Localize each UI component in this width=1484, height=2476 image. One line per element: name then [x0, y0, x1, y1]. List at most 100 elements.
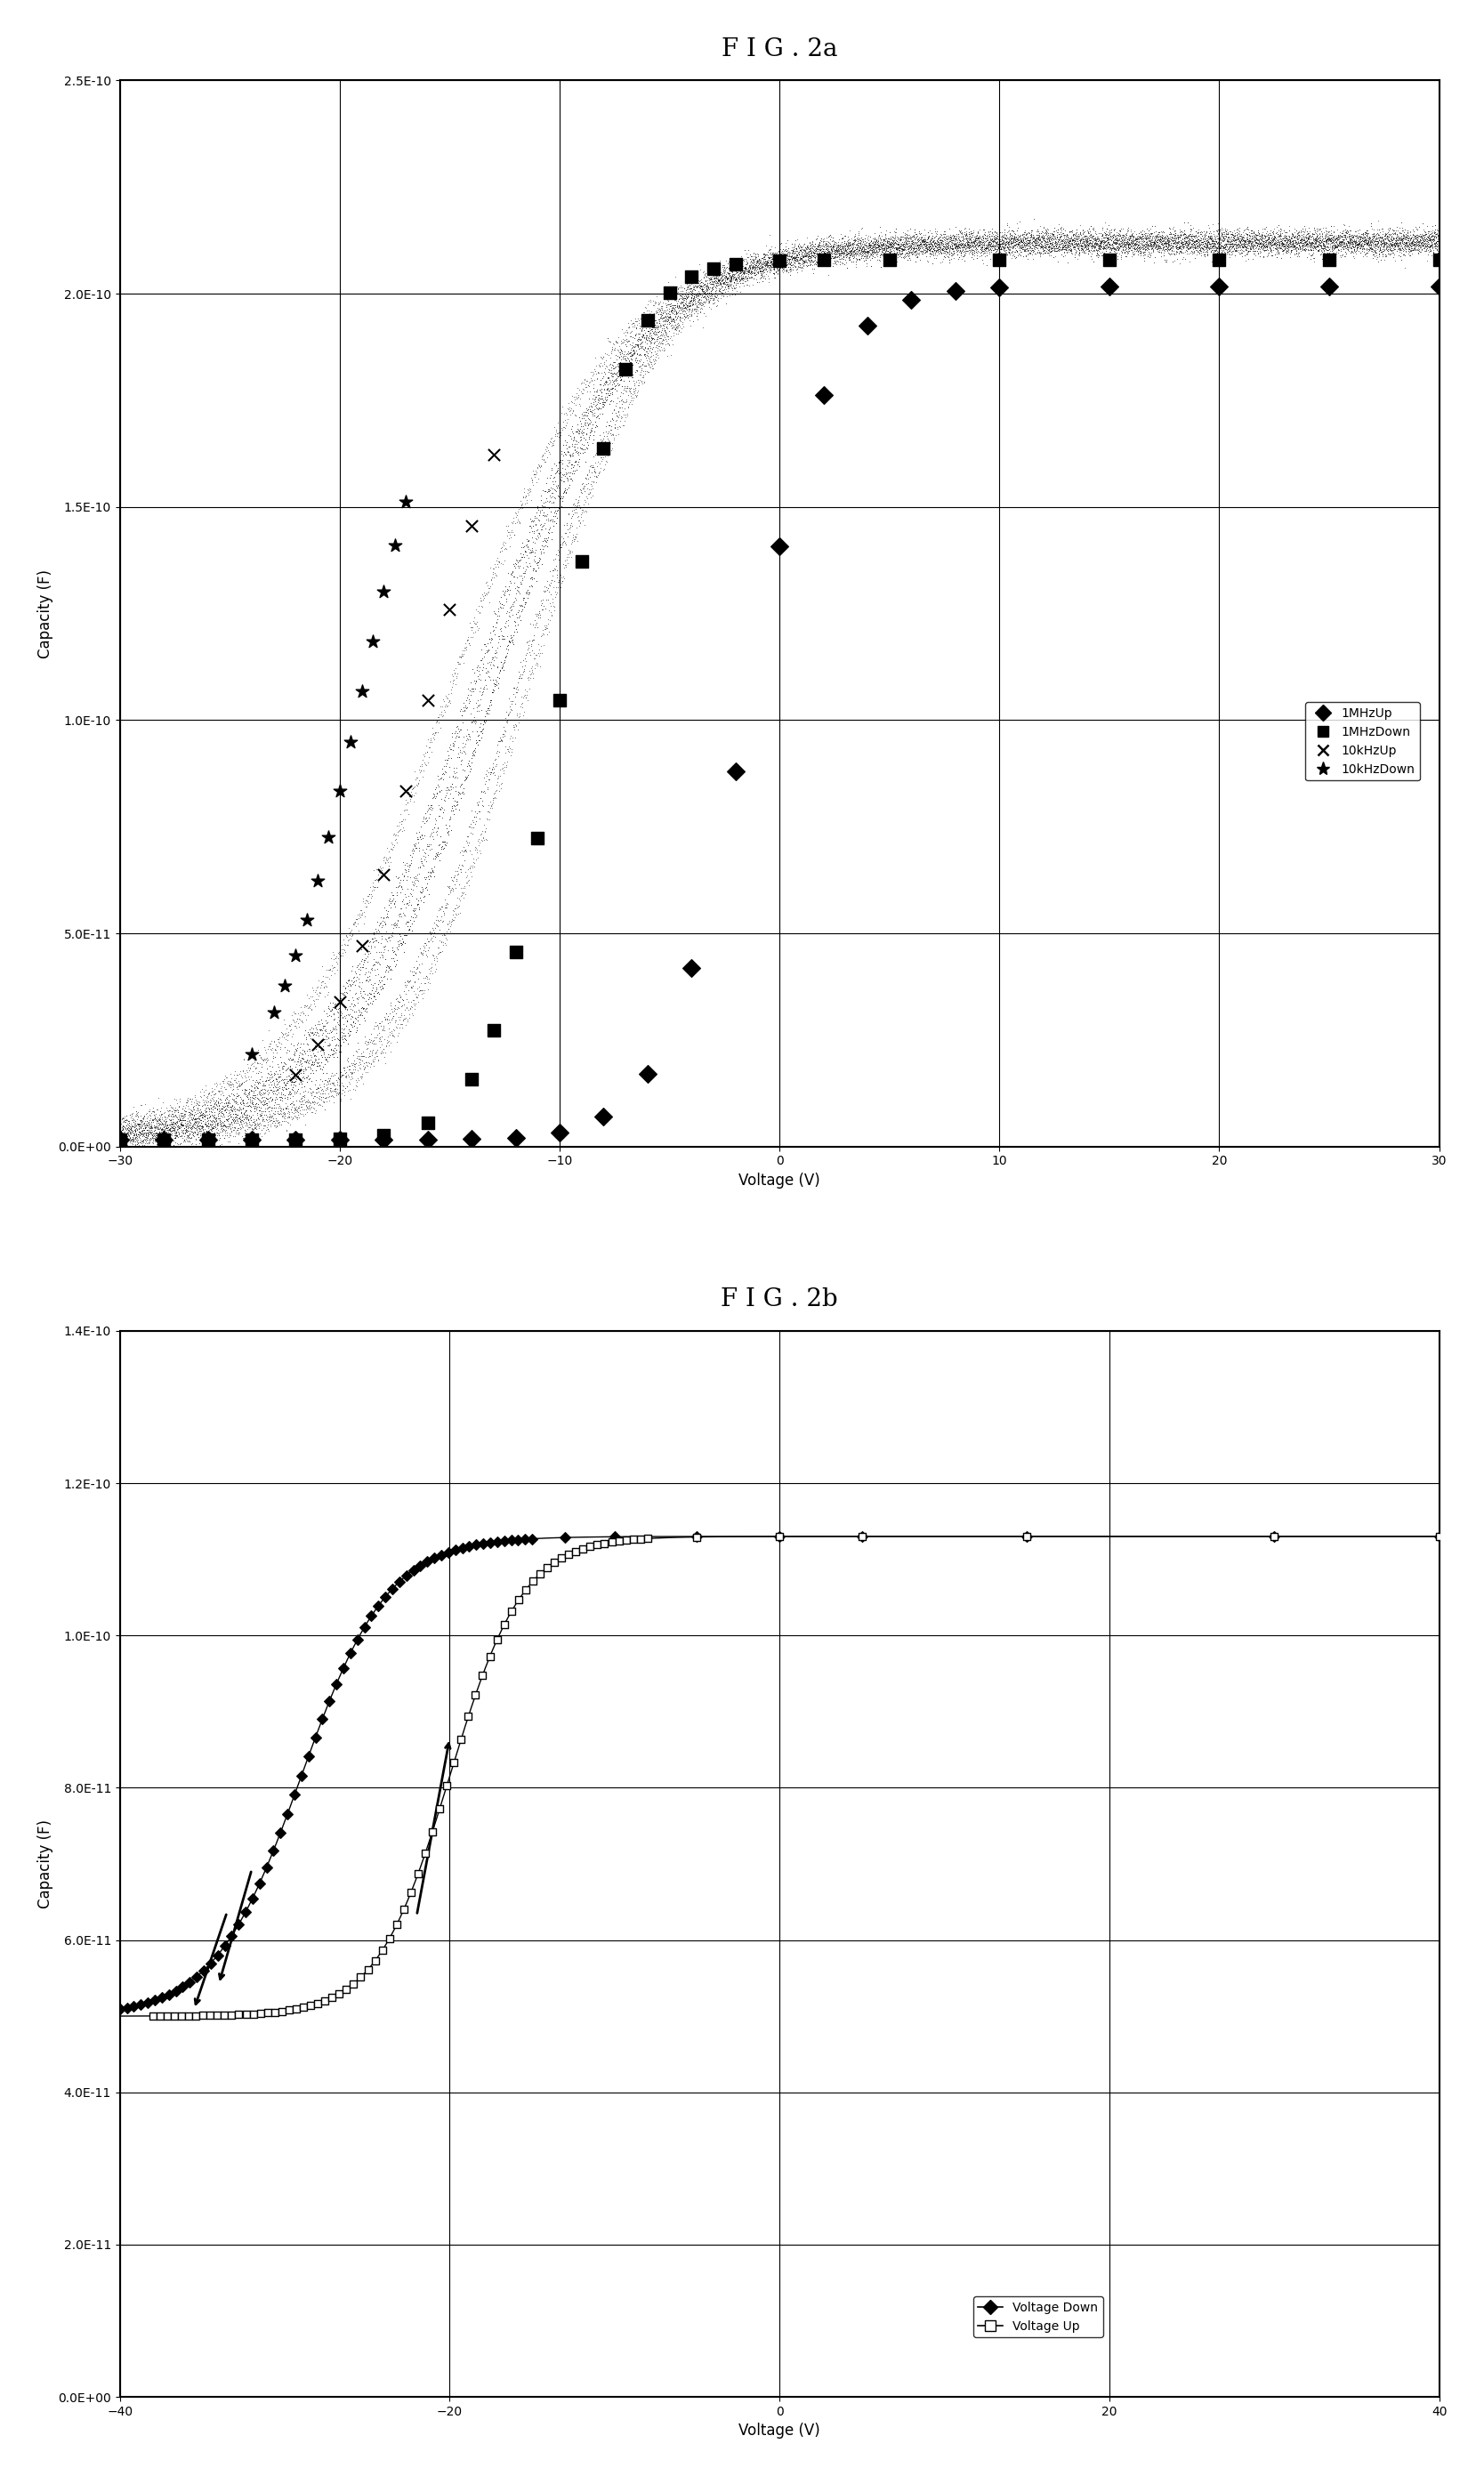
- Point: [463, 797, 487, 837]
- Point: [738, 253, 761, 292]
- Point: [1425, 210, 1448, 250]
- Point: [956, 223, 979, 262]
- Point: [1126, 228, 1150, 267]
- Point: [1158, 208, 1181, 248]
- Point: [154, 1109, 178, 1149]
- Point: [1355, 230, 1379, 270]
- Point: [503, 493, 527, 532]
- Point: [972, 220, 996, 260]
- Point: [187, 1092, 211, 1132]
- Point: [976, 228, 1000, 267]
- Point: [686, 275, 709, 314]
- Point: [1392, 215, 1416, 255]
- Point: [785, 233, 809, 272]
- Point: [775, 250, 798, 290]
- Point: [705, 258, 729, 297]
- Point: [1258, 223, 1282, 262]
- Point: [671, 297, 695, 337]
- Point: [255, 1080, 279, 1119]
- Point: [245, 1075, 269, 1114]
- Point: [1037, 220, 1061, 260]
- Point: [890, 213, 914, 253]
- Point: [138, 1109, 162, 1149]
- Point: [597, 344, 620, 384]
- Point: [1152, 235, 1175, 275]
- Point: [1248, 220, 1272, 260]
- Point: [1031, 220, 1055, 260]
- Point: [1042, 215, 1066, 255]
- Point: [462, 807, 485, 847]
- Point: [565, 374, 589, 413]
- Point: [436, 768, 460, 807]
- Point: [815, 223, 838, 262]
- Point: [316, 1035, 340, 1075]
- Point: [365, 948, 389, 988]
- Point: [467, 792, 491, 832]
- Point: [651, 282, 675, 322]
- Point: [580, 386, 604, 426]
- Point: [806, 225, 830, 265]
- Point: [718, 255, 742, 295]
- Point: [1156, 223, 1180, 262]
- Point: [249, 1057, 273, 1097]
- Point: [758, 248, 782, 287]
- Point: [1413, 215, 1437, 255]
- Point: [246, 1042, 270, 1082]
- Point: [1199, 218, 1223, 258]
- Point: [957, 218, 981, 258]
- Point: [1186, 233, 1209, 272]
- Point: [1187, 225, 1211, 265]
- Point: [1215, 213, 1239, 253]
- Point: [1233, 223, 1257, 262]
- Point: [712, 258, 736, 297]
- Point: [545, 493, 568, 532]
- Point: [1083, 220, 1107, 260]
- Point: [692, 277, 715, 317]
- Point: [819, 233, 843, 272]
- Point: [142, 1112, 166, 1151]
- Point: [690, 270, 714, 310]
- Point: [1339, 215, 1362, 255]
- Point: [374, 951, 398, 990]
- Point: [1189, 213, 1212, 253]
- Point: [237, 1080, 261, 1119]
- Point: [163, 1117, 187, 1156]
- Point: [561, 391, 585, 431]
- Point: [1211, 215, 1235, 255]
- Point: [1325, 233, 1349, 272]
- Point: [1242, 218, 1266, 258]
- Point: [932, 220, 956, 260]
- Point: [1074, 210, 1098, 250]
- Point: [908, 228, 932, 267]
- Point: [972, 230, 996, 270]
- Point: [1196, 218, 1220, 258]
- Point: [1074, 228, 1098, 267]
- Point: [522, 547, 546, 587]
- Point: [743, 248, 767, 287]
- Point: [1162, 240, 1186, 280]
- Point: [163, 1112, 187, 1151]
- Point: [276, 1080, 300, 1119]
- Point: [1040, 215, 1064, 255]
- Point: [402, 901, 426, 941]
- Point: [199, 1094, 223, 1134]
- Point: [315, 993, 338, 1032]
- Point: [252, 1028, 276, 1067]
- Point: [485, 604, 509, 644]
- Point: [227, 1099, 251, 1139]
- Point: [926, 230, 950, 270]
- Point: [114, 1119, 138, 1159]
- Point: [171, 1109, 194, 1149]
- Point: [1012, 223, 1036, 262]
- Point: [380, 916, 404, 956]
- Point: [1109, 215, 1132, 255]
- Point: [368, 904, 392, 943]
- Point: [874, 225, 898, 265]
- Point: [1376, 233, 1399, 272]
- Point: [603, 404, 626, 443]
- Point: [310, 1000, 334, 1040]
- Point: [1169, 223, 1193, 262]
- Point: [1416, 223, 1439, 262]
- Point: [286, 1003, 310, 1042]
- Point: [1404, 228, 1428, 267]
